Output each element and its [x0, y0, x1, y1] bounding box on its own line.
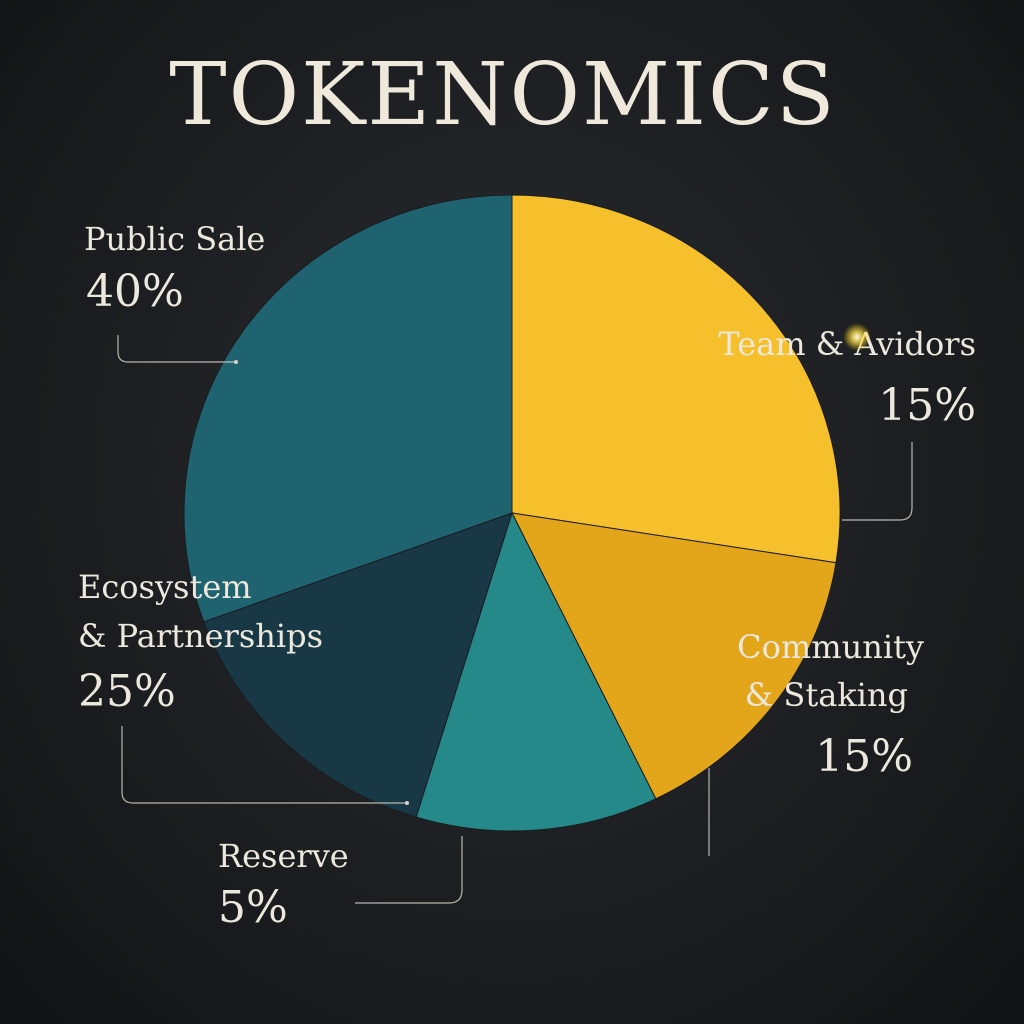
label-public-sale-line: Public Sale — [84, 220, 265, 258]
label-reserve: Reserve — [218, 837, 349, 875]
slice-community-staking — [511, 512, 837, 800]
value-community: 15% — [815, 731, 913, 782]
label-public-sale: Public Sale — [84, 220, 265, 258]
leader-dot-public-sale — [234, 360, 238, 364]
leader-line-public-sale — [117, 335, 236, 363]
leader-line-team-advisors — [842, 442, 913, 521]
slice-ecosystem-partnerships — [203, 512, 513, 818]
label-ecosystem-line-1: Ecosystem — [78, 568, 252, 606]
value-public-sale: 40% — [86, 266, 184, 317]
label-community-line-2: & Staking — [745, 676, 908, 714]
value-ecosystem: 25% — [78, 666, 176, 717]
slice-public-sale — [183, 194, 513, 623]
label-ecosystem-line-2: & Partnerships — [78, 617, 323, 655]
leader-dot-ecosystem — [405, 801, 409, 805]
chart-title: TOKENOMICS — [169, 45, 836, 145]
value-reserve: 5% — [218, 882, 288, 933]
slice-reserve — [415, 511, 657, 832]
pie-slices — [183, 194, 841, 832]
label-community-line-1: Community — [737, 628, 924, 666]
value-team-advisors: 15% — [878, 380, 976, 431]
slice-team-advisors — [511, 194, 841, 564]
leader-line-reserve — [355, 836, 463, 904]
sparkle-glow — [843, 323, 871, 351]
leader-line-ecosystem — [121, 726, 407, 804]
